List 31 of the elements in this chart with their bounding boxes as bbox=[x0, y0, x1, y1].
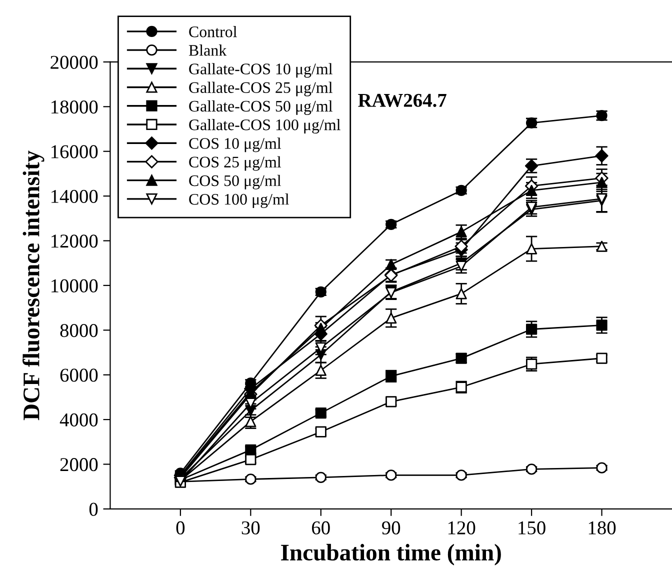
legend-label: COS 10 μg/ml bbox=[189, 138, 282, 152]
x-axis-title: Incubation time (min) bbox=[281, 544, 501, 566]
legend-label: COS 100 μg/ml bbox=[189, 193, 290, 208]
y-tick-label: 8000 bbox=[60, 324, 98, 338]
legend-label: Gallate-COS 100 μg/ml bbox=[189, 118, 340, 134]
y-tick-label: 6000 bbox=[60, 368, 98, 382]
x-tick-label: 180 bbox=[588, 521, 616, 534]
legend-label: Blank bbox=[188, 44, 227, 56]
legend-label: Control bbox=[189, 26, 237, 38]
text: RAW264.7 bbox=[358, 94, 446, 108]
y-axis-title: DCF fluorescence intensity bbox=[22, 150, 44, 420]
legend-label: COS 50 μg/ml bbox=[189, 174, 282, 190]
y-tick-label: 16000 bbox=[52, 145, 98, 158]
x-tick-label: 30 bbox=[242, 521, 260, 534]
y-tick-label: 10000 bbox=[52, 279, 98, 292]
y-tick-label: 14000 bbox=[52, 190, 98, 203]
y-tick-label: 12000 bbox=[52, 234, 98, 248]
legend-label: Gallate-COS 50 μg/ml bbox=[189, 100, 332, 115]
x-tick-label: 60 bbox=[312, 521, 330, 534]
y-tick-label: 4000 bbox=[60, 413, 98, 426]
legend-label: Gallate-COS 10 μg/ml bbox=[189, 63, 332, 78]
x-tick-label: 120 bbox=[448, 521, 476, 534]
y-tick-label: 20000 bbox=[50, 56, 98, 69]
legend-label: COS 25 μg/ml bbox=[189, 156, 282, 171]
y-tick-label: 0 bbox=[89, 502, 98, 516]
x-tick-label: 150 bbox=[518, 521, 546, 534]
x-tick-label: 90 bbox=[382, 521, 400, 534]
y-tick-label: 2000 bbox=[60, 458, 98, 472]
x-tick-label: 0 bbox=[176, 521, 185, 534]
y-tick-label: 18000 bbox=[52, 100, 98, 114]
legend-label: Gallate-COS 25 μg/ml bbox=[189, 82, 332, 96]
